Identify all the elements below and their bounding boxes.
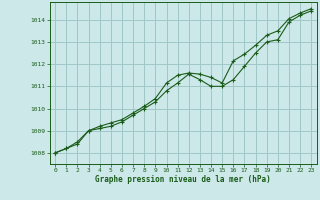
X-axis label: Graphe pression niveau de la mer (hPa): Graphe pression niveau de la mer (hPa) — [95, 175, 271, 184]
